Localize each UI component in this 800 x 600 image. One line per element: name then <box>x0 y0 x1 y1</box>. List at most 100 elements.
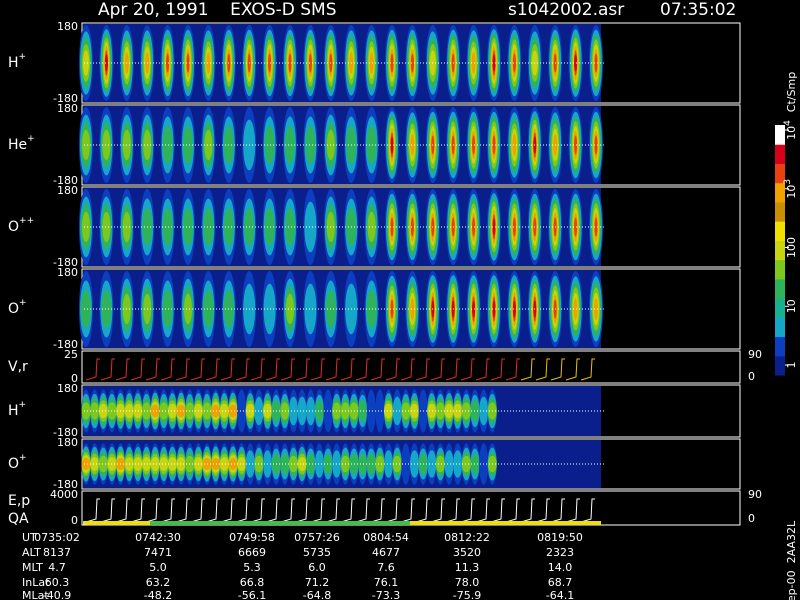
y-tick-label: -180 <box>53 174 78 187</box>
ephemeris-value: 66.8 <box>240 576 265 589</box>
trace <box>475 498 490 523</box>
spectrum-blob <box>162 290 173 328</box>
trace <box>190 498 205 523</box>
trace <box>175 358 190 381</box>
spectrum-blob <box>314 450 324 478</box>
y-tick-label: 4000 <box>50 488 78 501</box>
ephemeris-label: UT <box>22 531 37 544</box>
trace <box>145 358 160 381</box>
trace <box>385 498 400 523</box>
spectrum-blob <box>90 457 100 471</box>
colorbar-title: Ct/Smp <box>785 72 798 112</box>
spectrum-blob <box>367 211 376 243</box>
spectrum-blob <box>390 217 394 237</box>
spectrum-blob <box>98 403 108 419</box>
spectrum-blob <box>219 403 229 419</box>
colorbar-cell <box>775 163 785 184</box>
spectrum-blob <box>167 457 177 471</box>
spectrum-blob <box>159 402 169 420</box>
spectrum-blob <box>349 402 359 420</box>
panel-label: O+ <box>8 298 27 318</box>
panel-label-text: O <box>8 456 19 472</box>
panel-frame <box>81 490 741 526</box>
spectrum-blob <box>167 403 177 419</box>
trace <box>400 498 415 523</box>
spectrum-blob <box>349 453 359 475</box>
spectrum-blob <box>104 54 108 72</box>
spectrum-blob <box>512 217 516 237</box>
spectrum-blob <box>211 458 221 470</box>
trace <box>505 498 520 523</box>
spectrum-blob <box>150 457 160 471</box>
spectrum-blob <box>574 135 578 155</box>
ephemeris-value: 78.0 <box>455 576 480 589</box>
ephemeris-value: 0819:50 <box>537 531 583 544</box>
spectrum-blob <box>512 134 517 156</box>
y-tick-label: -180 <box>53 256 78 269</box>
ephemeris-value: 71.2 <box>305 576 330 589</box>
trace <box>445 358 460 381</box>
spectrum-blob <box>288 396 298 426</box>
spectrum-blob <box>512 53 516 73</box>
colorbar-cell <box>775 201 785 222</box>
colorbar-tick-text: 10 <box>785 299 798 313</box>
spectrum-blob <box>162 208 173 246</box>
spectrum-blob <box>183 208 193 246</box>
trace <box>85 498 100 523</box>
spectrum-blob <box>304 283 317 335</box>
trace <box>520 498 535 523</box>
y-tick-label: 180 <box>57 102 78 115</box>
spectrum-blob <box>492 135 496 155</box>
spectrum-blob <box>102 211 111 243</box>
colorbar-cell <box>775 221 785 241</box>
ephemeris-value: 5.0 <box>149 561 167 574</box>
trace <box>280 358 295 381</box>
panel-label: O+ <box>8 453 27 473</box>
trace <box>565 358 580 381</box>
spectrum-blob <box>102 129 111 161</box>
spectrum-blob <box>81 458 91 470</box>
y2-tick-label: 90 <box>748 348 762 361</box>
spectrum-blob <box>280 453 290 475</box>
spectrum-blob <box>280 402 290 420</box>
panel-image <box>79 106 606 184</box>
spectrum-blob <box>435 402 445 420</box>
spectrum-blob <box>472 135 476 155</box>
spectrum-blob <box>245 450 255 478</box>
spectrum-blob <box>304 201 317 253</box>
spectrum-blob <box>366 453 376 475</box>
spectrum-blob <box>81 290 91 328</box>
qa-bar <box>150 521 410 525</box>
trace <box>535 498 550 523</box>
spectrum-blob <box>323 453 333 475</box>
ephemeris-value: -75.9 <box>453 589 481 600</box>
ephemeris-value: 60.3 <box>45 576 70 589</box>
chart-title: Apr 20, 1991 EXOS-D SMS <box>98 0 336 20</box>
spectrum-blob <box>82 129 90 161</box>
panel-label-text: O <box>8 219 19 235</box>
trace <box>190 358 205 381</box>
panel-image <box>83 498 601 525</box>
spectrum-blob <box>384 403 394 419</box>
spectrum-blob <box>314 400 324 422</box>
ephemeris-value: 7471 <box>144 546 172 559</box>
ephemeris-value: -40.9 <box>43 589 71 600</box>
y-tick-label: 180 <box>57 436 78 449</box>
trace <box>355 498 370 523</box>
spectrum-blob <box>264 126 275 164</box>
spectrum-blob <box>594 217 598 237</box>
spectrum-blob <box>435 455 445 473</box>
panel-image <box>79 270 606 348</box>
spectrum-blob <box>237 389 247 433</box>
trace <box>325 498 340 523</box>
spectrum-blob <box>268 53 272 73</box>
ephemeris-value: 6.0 <box>308 561 326 574</box>
trace <box>235 498 250 523</box>
spectrum-blob <box>228 458 238 470</box>
trace <box>340 498 355 523</box>
ephemeris-value: 4677 <box>372 546 400 559</box>
spectrum-blob <box>375 455 385 473</box>
trace <box>580 358 595 381</box>
panel-label: He+ <box>8 134 35 154</box>
